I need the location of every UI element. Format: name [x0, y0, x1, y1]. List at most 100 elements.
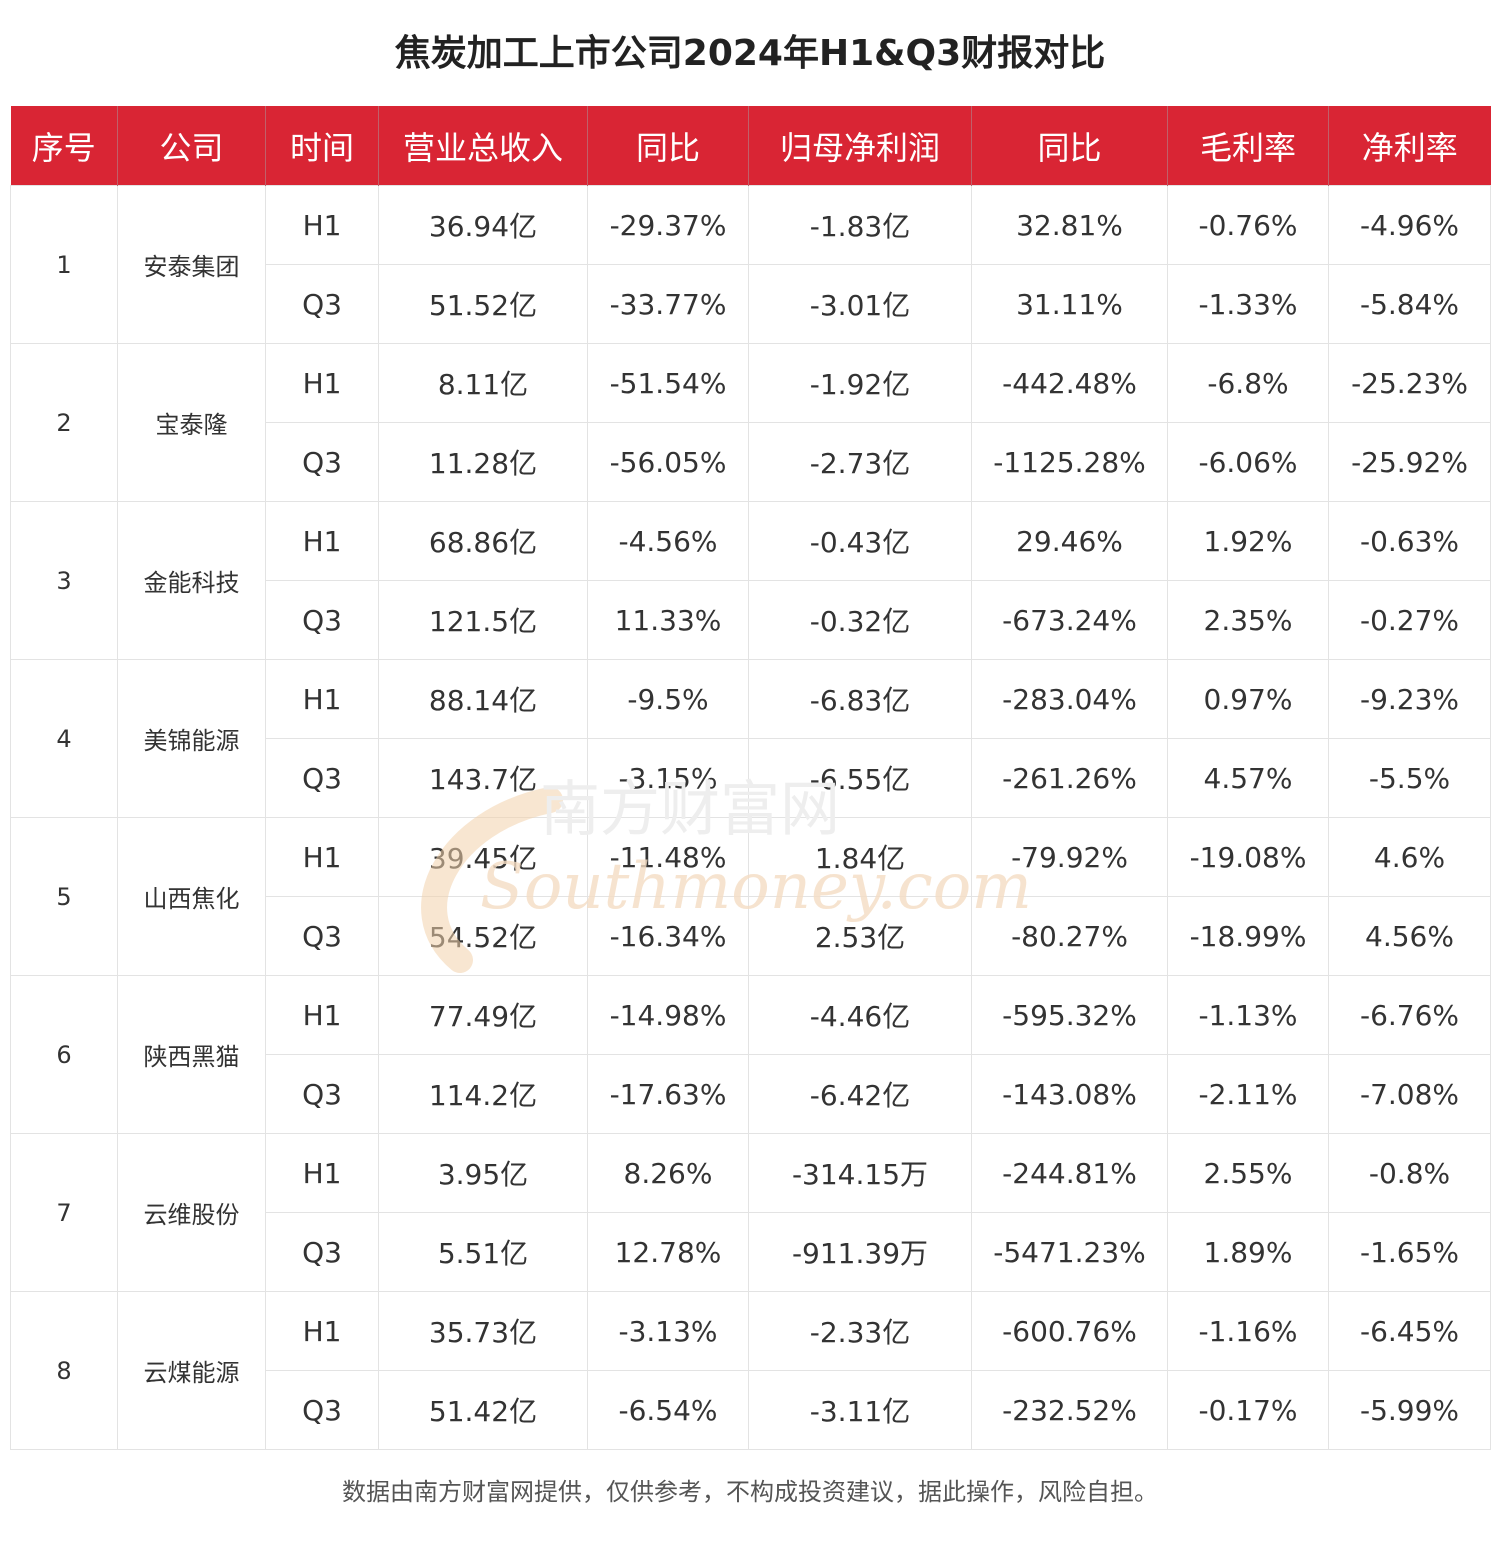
gross-margin-cell: 2.35% [1167, 580, 1329, 660]
seq-cell: 6 [10, 975, 118, 1134]
net-margin-cell: -5.84% [1328, 264, 1491, 344]
table-row: 5 山西焦化 H1 39.45亿 -11.48% 1.84亿 -79.92% -19.08% 4… [10, 817, 1491, 976]
net-profit-cell: -2.33亿 [748, 1291, 972, 1371]
revenue-yoy-cell: -4.56% [587, 501, 749, 581]
net-profit-cell: -1.92亿 [748, 343, 972, 423]
profit-yoy-cell: -79.92% [971, 817, 1168, 897]
company-cell: 安泰集团 [117, 185, 266, 344]
gross-margin-cell: 1.92% [1167, 501, 1329, 581]
net-margin-cell: -25.92% [1328, 422, 1491, 502]
page-title: 焦炭加工上市公司2024年H1&Q3财报对比 [394, 33, 1106, 74]
period-cell: H1 [265, 975, 379, 1055]
period-cell: H1 [265, 343, 379, 423]
revenue-yoy-cell: -56.05% [587, 422, 749, 502]
revenue-yoy-cell: 8.26% [587, 1133, 749, 1213]
net-profit-cell: -0.32亿 [748, 580, 972, 660]
table-row: 2 宝泰隆 H1 8.11亿 -51.54% -1.92亿 -442.48% -6.8% -25… [10, 343, 1491, 502]
period-cell: H1 [265, 1133, 379, 1213]
revenue-yoy-cell: -6.54% [587, 1370, 749, 1450]
revenue-yoy-cell: -3.15% [587, 738, 749, 818]
header-net-margin: 净利率 [1328, 106, 1491, 186]
revenue-yoy-cell: -29.37% [587, 185, 749, 265]
profit-yoy-cell: -261.26% [971, 738, 1168, 818]
header-profit-yoy: 同比 [971, 106, 1168, 186]
revenue-yoy-cell: -9.5% [587, 659, 749, 739]
seq-cell: 3 [10, 501, 118, 660]
net-margin-cell: -1.65% [1328, 1212, 1491, 1292]
table-row: 6 陕西黑猫 H1 77.49亿 -14.98% -4.46亿 -595.32% -1.13%… [10, 975, 1491, 1134]
table-row: 4 美锦能源 H1 88.14亿 -9.5% -6.83亿 -283.04% 0.97% -9.… [10, 659, 1491, 818]
company-cell: 陕西黑猫 [117, 975, 266, 1134]
company-cell: 宝泰隆 [117, 343, 266, 502]
net-margin-cell: -7.08% [1328, 1054, 1491, 1134]
period-cell: H1 [265, 185, 379, 265]
net-profit-cell: -2.73亿 [748, 422, 972, 502]
period-cell: Q3 [265, 580, 379, 660]
period-cell: H1 [265, 1291, 379, 1371]
seq-cell: 2 [10, 343, 118, 502]
revenue-cell: 51.42亿 [378, 1370, 588, 1450]
period-cell: H1 [265, 501, 379, 581]
net-profit-cell: -6.42亿 [748, 1054, 972, 1134]
net-margin-cell: 4.56% [1328, 896, 1491, 976]
net-profit-cell: -3.01亿 [748, 264, 972, 344]
period-cell: Q3 [265, 264, 379, 344]
revenue-yoy-cell: -17.63% [587, 1054, 749, 1134]
profit-yoy-cell: -143.08% [971, 1054, 1168, 1134]
table-row: Q3 114.2亿 -17.63% -6.42亿 -143.08% -2.11% -7.08… [11, 1054, 1491, 1134]
revenue-cell: 5.51亿 [378, 1212, 588, 1292]
revenue-cell: 77.49亿 [378, 975, 588, 1055]
gross-margin-cell: -0.76% [1167, 185, 1329, 265]
net-profit-cell: 1.84亿 [748, 817, 972, 897]
company-cell: 云维股份 [117, 1133, 266, 1292]
profit-yoy-cell: -5471.23% [971, 1212, 1168, 1292]
profit-yoy-cell: -442.48% [971, 343, 1168, 423]
revenue-yoy-cell: 12.78% [587, 1212, 749, 1292]
company-cell: 美锦能源 [117, 659, 266, 818]
table-row: Q3 11.28亿 -56.05% -2.73亿 -1125.28% -6.06% -25.… [11, 422, 1491, 502]
net-margin-cell: -25.23% [1328, 343, 1491, 423]
net-profit-cell: 2.53亿 [748, 896, 972, 976]
revenue-yoy-cell: -14.98% [587, 975, 749, 1055]
net-profit-cell: -0.43亿 [748, 501, 972, 581]
profit-yoy-cell: -244.81% [971, 1133, 1168, 1213]
net-margin-cell: -5.99% [1328, 1370, 1491, 1450]
seq-cell: 5 [10, 817, 118, 976]
gross-margin-cell: 0.97% [1167, 659, 1329, 739]
header-company: 公司 [117, 106, 266, 186]
gross-margin-cell: -6.06% [1167, 422, 1329, 502]
net-profit-cell: -911.39万 [748, 1212, 972, 1292]
footer-disclaimer: 数据由南方财富网提供，仅供参考，不构成投资建议，据此操作，风险自担。 [342, 1478, 1158, 1506]
profit-yoy-cell: 29.46% [971, 501, 1168, 581]
company-cell: 金能科技 [117, 501, 266, 660]
table-row: Q3 5.51亿 12.78% -911.39万 -5471.23% 1.89% -1.65… [11, 1212, 1491, 1292]
company-cell: 云煤能源 [117, 1291, 266, 1450]
profit-yoy-cell: -283.04% [971, 659, 1168, 739]
revenue-yoy-cell: -16.34% [587, 896, 749, 976]
net-profit-cell: -314.15万 [748, 1133, 972, 1213]
revenue-cell: 143.7亿 [378, 738, 588, 818]
period-cell: H1 [265, 817, 379, 897]
revenue-yoy-cell: -51.54% [587, 343, 749, 423]
seq-cell: 7 [10, 1133, 118, 1292]
revenue-yoy-cell: -11.48% [587, 817, 749, 897]
table-row: 7 云维股份 H1 3.95亿 8.26% -314.15万 -244.81% 2.55% -0… [10, 1133, 1491, 1292]
profit-yoy-cell: 31.11% [971, 264, 1168, 344]
revenue-cell: 88.14亿 [378, 659, 588, 739]
profit-yoy-cell: -1125.28% [971, 422, 1168, 502]
table-row: 1 安泰集团 H1 36.94亿 -29.37% -1.83亿 32.81% -0.76% -4… [10, 185, 1491, 344]
table-row: 8 云煤能源 H1 35.73亿 -3.13% -2.33亿 -600.76% -1.16% -… [10, 1291, 1491, 1450]
net-profit-cell: -6.55亿 [748, 738, 972, 818]
net-profit-cell: -4.46亿 [748, 975, 972, 1055]
period-cell: Q3 [265, 1370, 379, 1450]
revenue-yoy-cell: 11.33% [587, 580, 749, 660]
gross-margin-cell: -2.11% [1167, 1054, 1329, 1134]
net-margin-cell: -0.27% [1328, 580, 1491, 660]
gross-margin-cell: -18.99% [1167, 896, 1329, 976]
gross-margin-cell: -6.8% [1167, 343, 1329, 423]
net-profit-cell: -6.83亿 [748, 659, 972, 739]
header-seq: 序号 [10, 106, 118, 186]
period-cell: Q3 [265, 896, 379, 976]
financial-comparison-table: 序号 公司 时间 营业总收入 同比 归母净利润 同比 毛利率 净利率 1 安泰集团… [10, 106, 1491, 1450]
gross-margin-cell: -1.33% [1167, 264, 1329, 344]
